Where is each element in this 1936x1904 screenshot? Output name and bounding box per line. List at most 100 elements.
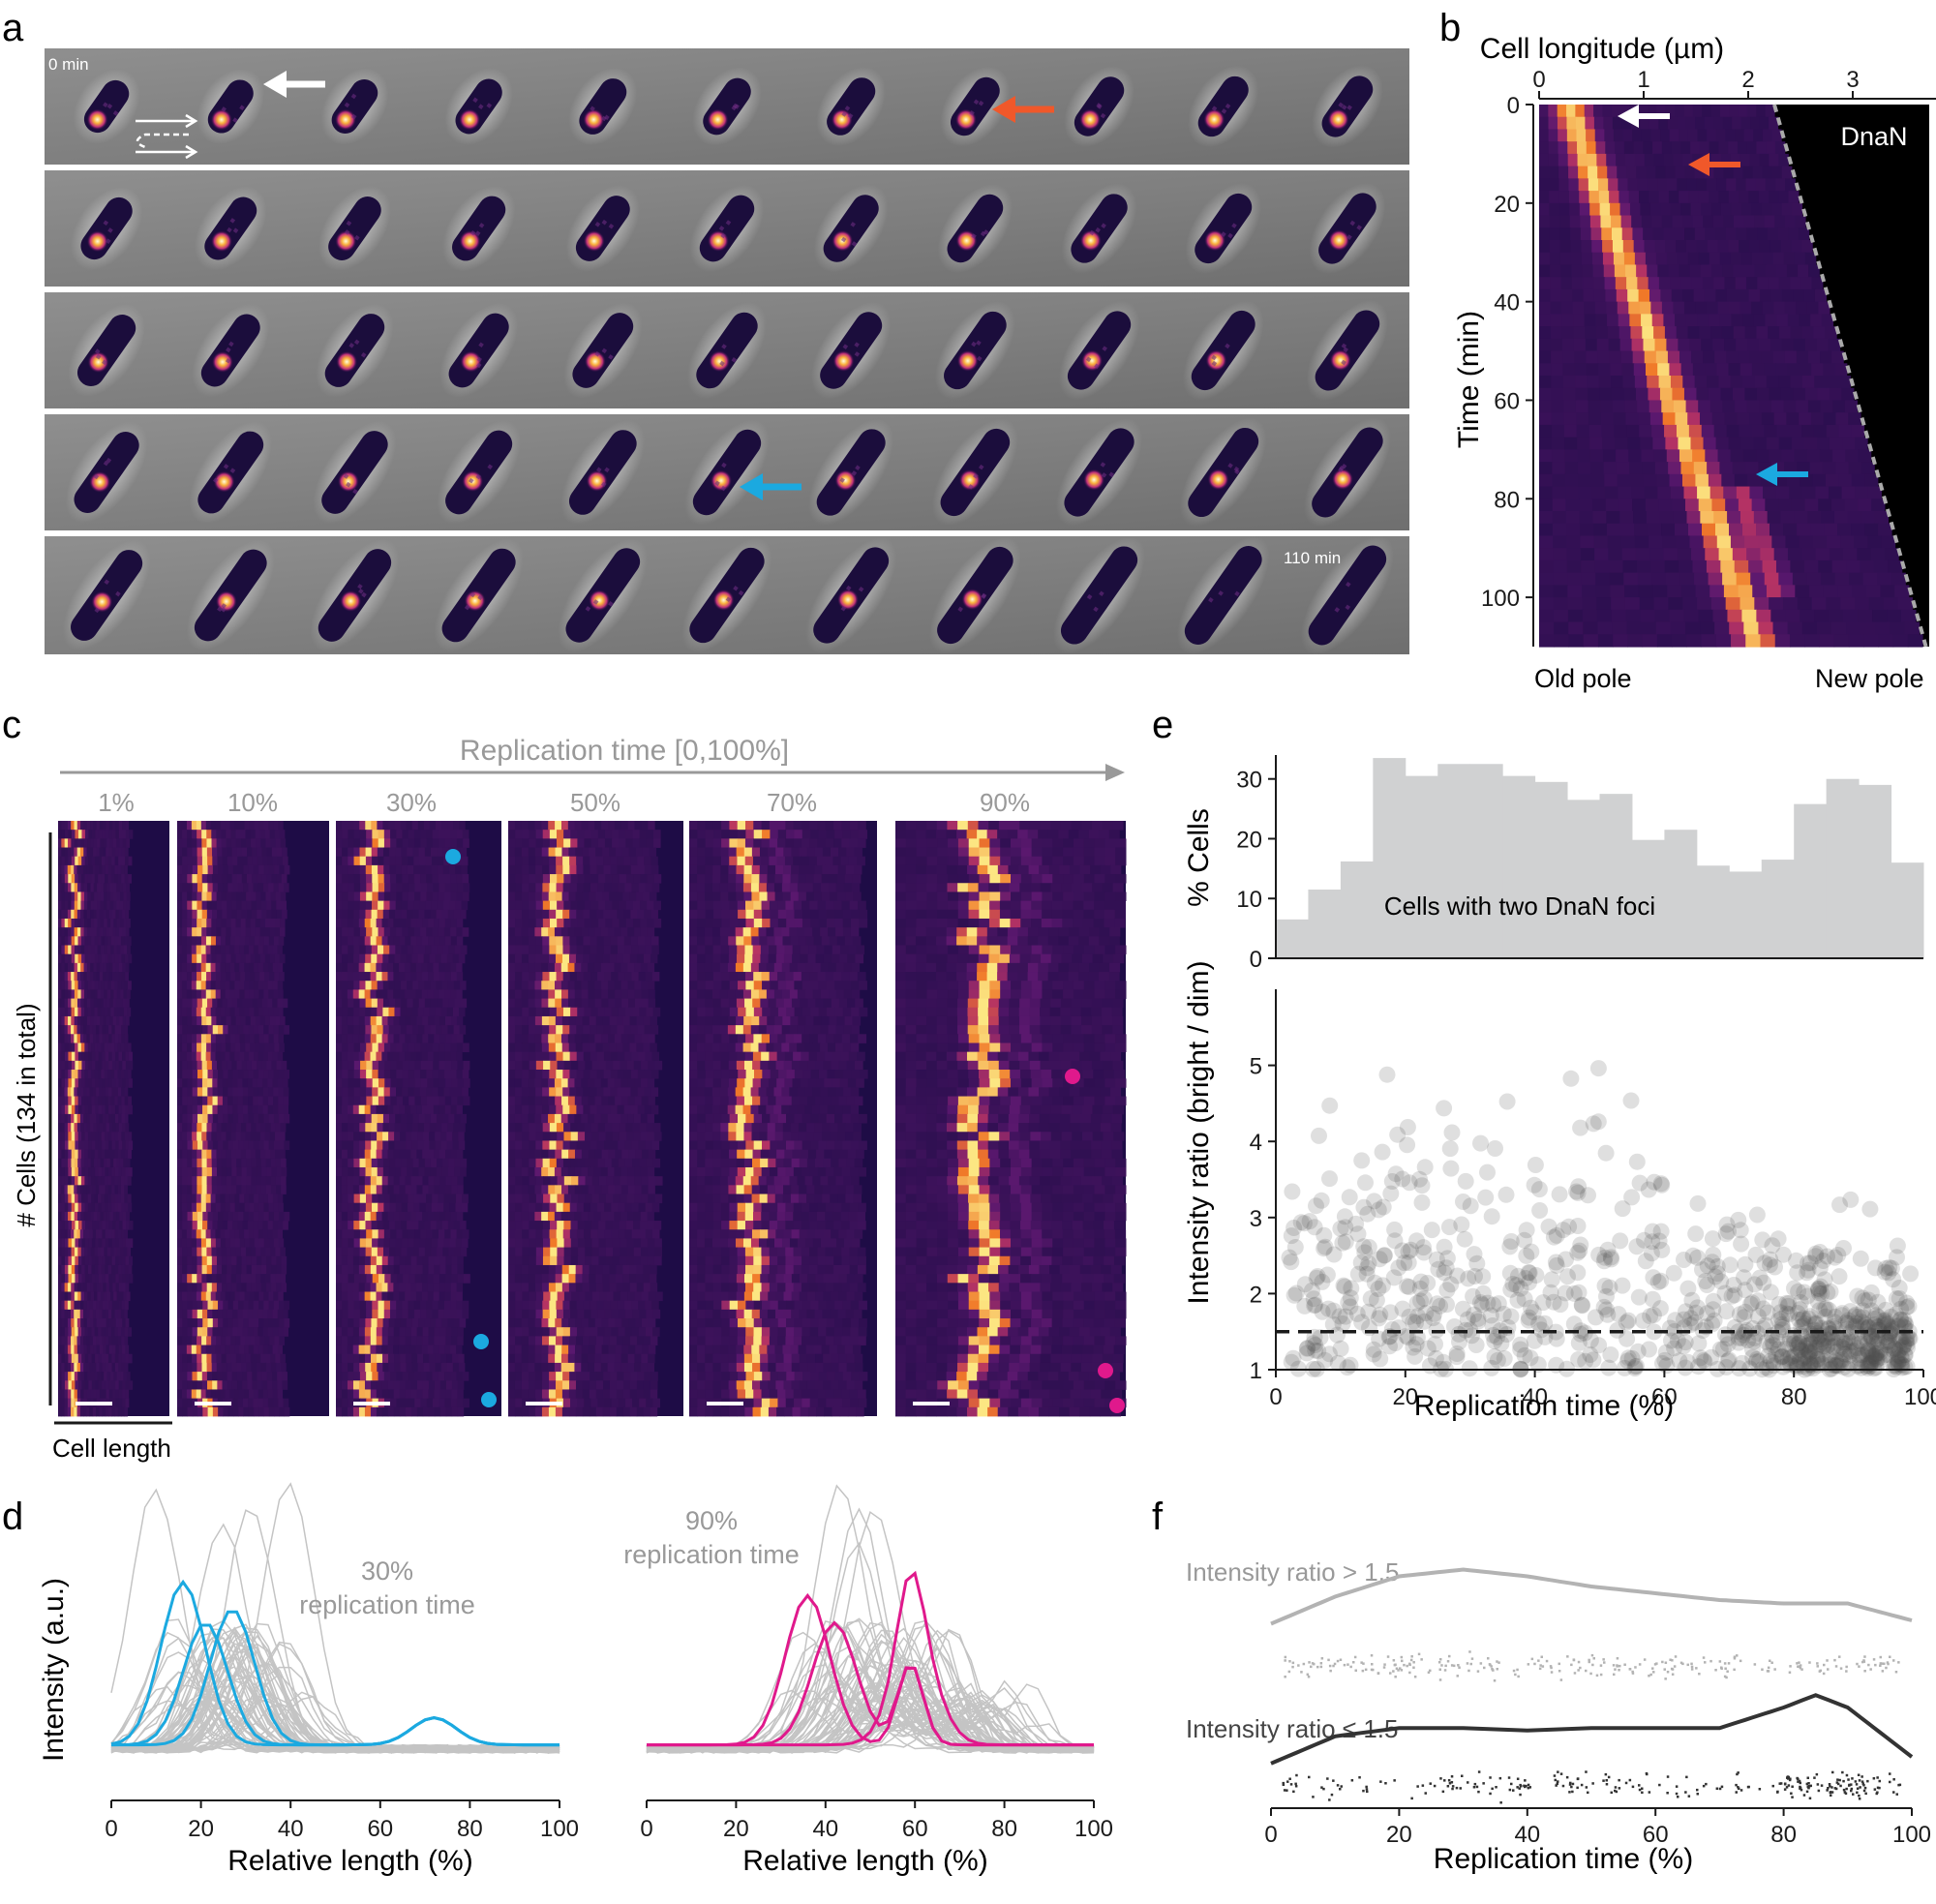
- heatmap-cell: [74, 1158, 78, 1168]
- heatmap-cell: [96, 821, 101, 831]
- kymo-pixel: [1548, 153, 1559, 167]
- heatmap-cell: [79, 1309, 84, 1319]
- kymo-pixel: [1584, 105, 1594, 118]
- heatmap-cell: [261, 847, 268, 858]
- kymo-pixel: [1670, 486, 1685, 499]
- heatmap-cell: [115, 1389, 120, 1400]
- kymo-pixel: [1739, 424, 1752, 438]
- heatmap-cell: [74, 1372, 78, 1381]
- kymo-pixel: [1865, 585, 1882, 598]
- white-arrow-icon: [1618, 105, 1639, 128]
- heatmap-cell: [377, 847, 384, 858]
- heatmap-cell: [182, 883, 188, 892]
- heatmap-cell: [353, 847, 360, 858]
- heatmap-cell: [121, 1202, 126, 1213]
- kymo-pixel: [1670, 277, 1682, 290]
- kymo-pixel: [1580, 523, 1594, 537]
- kymo-pixel: [1552, 511, 1567, 525]
- heatmap-cell: [431, 856, 439, 866]
- heatmap-cell: [71, 1070, 76, 1079]
- heatmap-cell: [407, 847, 414, 858]
- kymo-pixel: [1770, 400, 1785, 413]
- heatmap-cell: [266, 909, 273, 920]
- heatmap-cell: [105, 1051, 109, 1062]
- kymo-pixel: [1572, 288, 1585, 303]
- heatmap-cell: [116, 1372, 121, 1381]
- heatmap-cell: [91, 1051, 96, 1062]
- heatmap-cell: [232, 1078, 238, 1088]
- heatmap-cell: [91, 1043, 96, 1053]
- kymo-pixel: [1849, 572, 1864, 586]
- kymo-pixel: [1806, 572, 1822, 586]
- heatmap-cell: [81, 1380, 86, 1390]
- kymo-pixel: [1832, 449, 1846, 463]
- heatmap-cell: [263, 1318, 270, 1328]
- heatmap-cell: [222, 1327, 228, 1337]
- heatmap-cell: [336, 927, 343, 937]
- noise-pixel: [855, 465, 861, 470]
- heatmap-cell: [280, 1353, 286, 1364]
- heatmap-cell: [341, 1015, 348, 1026]
- heatmap-cell: [71, 1255, 76, 1266]
- heatmap-cell: [71, 1158, 76, 1168]
- kymo-pixel: [1747, 473, 1762, 488]
- heatmap-cell: [103, 1283, 107, 1292]
- heatmap-cell: [100, 838, 105, 848]
- heatmap-cell: [216, 1336, 222, 1345]
- heatmap-cell: [277, 1194, 284, 1204]
- heatmap-cell: [102, 830, 106, 839]
- heatmap-cell: [251, 1362, 257, 1373]
- heatmap-cell: [196, 989, 202, 999]
- kymo-pixel: [1677, 178, 1688, 192]
- kymo-pixel: [1553, 609, 1569, 623]
- kymo-pixel: [1553, 535, 1567, 549]
- heatmap-cell: [399, 972, 406, 982]
- heatmap-cell: [124, 1202, 129, 1213]
- heatmap-cell: [281, 1264, 287, 1275]
- heatmap-cell: [243, 883, 249, 892]
- heatmap-cell: [230, 972, 236, 982]
- heatmap-cell: [348, 821, 354, 831]
- kymo-pixel: [1649, 400, 1662, 413]
- heatmap-cell: [100, 998, 105, 1009]
- heatmap-cell: [89, 1362, 94, 1373]
- heatmap-cell: [245, 1043, 251, 1053]
- kymo-pixel: [1789, 634, 1805, 648]
- heatmap-cell: [100, 945, 105, 955]
- heatmap-cell: [90, 1345, 94, 1355]
- heatmap-cell: [265, 1185, 272, 1194]
- heatmap-cell: [64, 1291, 69, 1302]
- heatmap-cell: [257, 945, 264, 955]
- noise-pixel: [1233, 466, 1240, 472]
- heatmap-cell: [71, 1229, 75, 1239]
- heatmap-cell: [232, 864, 239, 875]
- heatmap-cell: [336, 838, 343, 848]
- heatmap-cell: [98, 1176, 102, 1186]
- heatmap-cell: [222, 1283, 227, 1292]
- kymo-pixel: [1782, 597, 1799, 611]
- heatmap-cell: [118, 1166, 123, 1177]
- heatmap-cell: [272, 1229, 279, 1239]
- heatmap-cell: [221, 1353, 227, 1364]
- heatmap-cell: [417, 821, 425, 831]
- heatmap-cell: [192, 1140, 198, 1151]
- heatmap-cell: [237, 1078, 243, 1088]
- heatmap-cell: [192, 1264, 197, 1275]
- heatmap-cell: [91, 1274, 96, 1284]
- heatmap-cell: [229, 1007, 235, 1017]
- kymo-pixel: [1539, 277, 1551, 290]
- kymo-pixel: [1539, 264, 1551, 278]
- heatmap-cell: [348, 1007, 354, 1017]
- noise-pixel: [977, 355, 983, 362]
- heatmap-cell: [212, 1327, 219, 1337]
- heatmap-cell: [177, 1247, 183, 1257]
- heatmap-cell: [87, 1291, 92, 1302]
- heatmap-cell: [192, 927, 197, 937]
- heatmap-cell: [127, 1043, 132, 1053]
- noise-pixel: [592, 599, 599, 605]
- heatmap-cell: [263, 1194, 269, 1204]
- heatmap-cell: [84, 1043, 89, 1053]
- heatmap-cell: [264, 830, 271, 839]
- heatmap-cell: [359, 856, 367, 866]
- heatmap-cell: [61, 1104, 66, 1115]
